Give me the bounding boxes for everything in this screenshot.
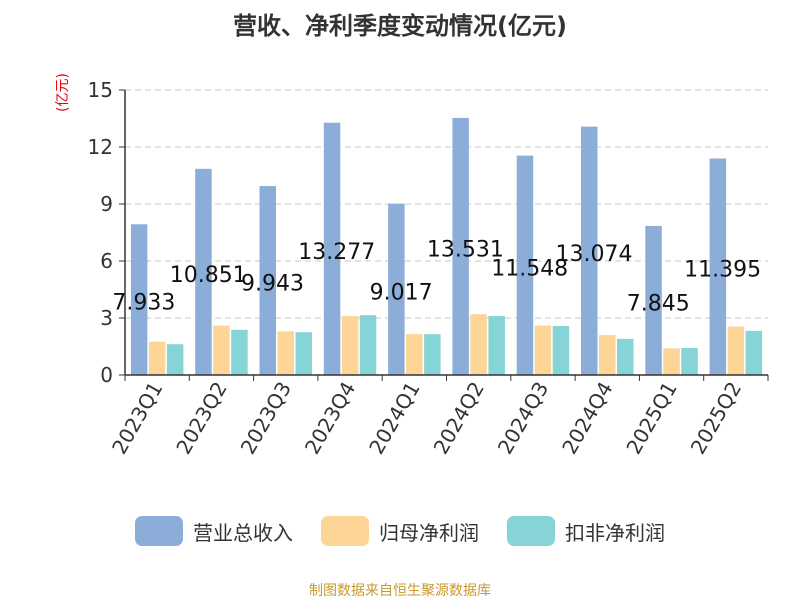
bar-series-1 <box>663 348 680 375</box>
bar-series-1 <box>727 326 745 375</box>
bar-series-1 <box>534 325 552 375</box>
legend-item[interactable]: 扣非净利润 <box>507 516 665 546</box>
bar-series-2 <box>359 315 377 375</box>
bar-series-0 <box>516 155 534 375</box>
bar-series-1 <box>148 341 166 375</box>
legend-label: 营业总收入 <box>193 520 293 545</box>
bar-series-2 <box>166 344 184 375</box>
legend: 营业总收入 归母净利润 扣非净利润 <box>0 516 800 546</box>
data-label: 11.395 <box>684 258 761 283</box>
data-label: 9.943 <box>241 272 304 297</box>
source-note: 制图数据来自恒生聚源数据库 <box>309 583 491 599</box>
legend-swatch <box>321 516 369 546</box>
bar-series-1 <box>341 316 359 375</box>
bar-series-0 <box>259 186 276 375</box>
y-tick-label: 9 <box>100 192 113 216</box>
chart-title: 营收、净利季度变动情况(亿元) <box>233 12 567 40</box>
y-tick-label: 0 <box>100 363 113 387</box>
bars <box>130 117 763 376</box>
x-tick-label: 2023Q3 <box>236 378 296 459</box>
x-tick-label: 2023Q1 <box>107 378 167 459</box>
data-labels: 7.93310.8519.94313.2779.01713.53111.5481… <box>112 237 761 316</box>
bar-series-2 <box>745 330 763 375</box>
bar-series-1 <box>277 331 294 375</box>
legend-item[interactable]: 归母净利润 <box>321 516 479 546</box>
bar-series-2 <box>552 325 570 375</box>
bar-series-2 <box>424 334 441 375</box>
bar-series-2 <box>681 348 698 375</box>
bar-series-2 <box>488 316 505 375</box>
y-tick-label: 12 <box>88 135 113 159</box>
bar-series-2 <box>231 329 248 375</box>
legend-swatch <box>507 516 555 546</box>
bar-series-0 <box>581 126 598 376</box>
data-label: 13.074 <box>556 242 633 267</box>
legend-swatch <box>135 516 183 546</box>
bar-series-0 <box>388 203 405 375</box>
y-tick-label: 6 <box>100 249 113 273</box>
data-label: 7.845 <box>627 291 690 316</box>
x-tick-label: 2025Q2 <box>686 378 746 459</box>
bar-series-2 <box>617 338 634 375</box>
data-label: 11.548 <box>491 256 568 281</box>
bar-series-1 <box>213 325 230 375</box>
y-tick-label: 3 <box>100 306 113 330</box>
x-tick-label: 2024Q4 <box>557 378 617 459</box>
bar-series-0 <box>130 224 148 375</box>
data-label: 10.851 <box>170 263 247 288</box>
bar-series-0 <box>323 122 341 375</box>
x-tick-label: 2024Q2 <box>429 378 489 459</box>
bar-series-1 <box>599 335 616 375</box>
x-tick-label: 2023Q2 <box>171 378 231 459</box>
bar-series-0 <box>645 225 662 375</box>
legend-label: 扣非净利润 <box>565 520 665 545</box>
bar-series-1 <box>406 334 423 375</box>
data-label: 13.277 <box>298 240 375 265</box>
x-tick-label: 2024Q1 <box>364 378 424 459</box>
bar-series-1 <box>470 314 487 375</box>
x-tick-label: 2023Q4 <box>300 378 360 459</box>
bar-series-0 <box>452 117 469 375</box>
data-label: 7.933 <box>112 291 175 316</box>
y-tick-label: 15 <box>88 78 113 102</box>
bar-series-2 <box>295 332 312 375</box>
bar-series-0 <box>709 158 727 375</box>
data-label: 13.531 <box>427 237 504 262</box>
x-tick-label: 2025Q1 <box>621 378 681 459</box>
bar-series-0 <box>195 168 212 375</box>
data-label: 9.017 <box>370 280 433 305</box>
legend-label: 归母净利润 <box>379 520 479 545</box>
x-tick-label: 2024Q3 <box>493 378 553 459</box>
legend-item[interactable]: 营业总收入 <box>135 516 293 546</box>
